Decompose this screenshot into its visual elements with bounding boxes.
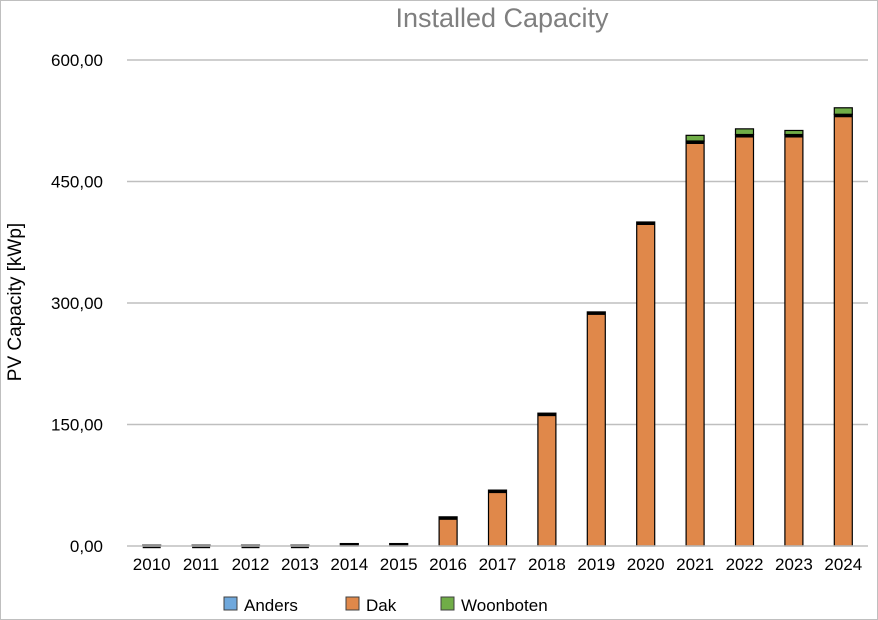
bar-cap (537, 413, 556, 417)
x-tick-label: 2011 (183, 555, 220, 574)
bar-cap (488, 490, 507, 494)
y-axis-label: PV Capacity [kWp] (5, 223, 26, 381)
x-tick-label: 2016 (429, 555, 467, 574)
legend: Anders Dak Woonboten (223, 596, 548, 615)
bar-cap (735, 134, 754, 138)
y-tick-label: 150,00 (51, 416, 103, 435)
x-tick-label: 2021 (676, 555, 714, 574)
x-tick-label: 2010 (133, 555, 171, 574)
x-tick-label: 2018 (528, 555, 566, 574)
y-tick-label: 0,00 (70, 537, 103, 556)
legend-swatch-anders (223, 596, 238, 611)
x-tick-label: 2023 (775, 555, 813, 574)
x-tick-label: 2014 (330, 555, 368, 574)
bar-cap (340, 543, 359, 547)
bar-cap (439, 516, 458, 520)
bar-segment-dak (487, 489, 508, 547)
bar-segment-dak (537, 412, 557, 547)
x-tick-labels: 2010 2011 2012 2013 2014 2015 2016 2017 2018 2019… (133, 555, 862, 574)
legend-label-dak: Dak (366, 596, 397, 615)
bar-segment-dak (833, 113, 853, 547)
bars (142, 107, 853, 549)
bar-cap (636, 222, 655, 225)
y-tick-label: 600,00 (51, 51, 103, 70)
legend-label-anders: Anders (244, 596, 298, 615)
bar-segment-woonboten (833, 107, 853, 115)
x-tick-label: 2024 (824, 555, 862, 574)
bar-segment-woonboten (734, 128, 755, 136)
bar-segment-dak (784, 133, 804, 547)
y-tick-label: 300,00 (51, 294, 103, 313)
chart-title: Installed Capacity (395, 3, 609, 33)
bar-cap (686, 141, 705, 144)
x-tick-label: 2022 (726, 555, 764, 574)
gridlines (127, 59, 868, 426)
bar-cap (834, 114, 853, 118)
bar-segment-woonboten (685, 134, 705, 142)
legend-swatch-dak (345, 596, 360, 611)
x-tick-label: 2020 (627, 555, 665, 574)
bar-segment-dak (636, 221, 656, 547)
bar-segment-dak (586, 311, 606, 547)
x-tick-label: 2013 (281, 555, 319, 574)
x-tick-label: 2017 (479, 555, 517, 574)
bar-segment-dak (438, 516, 458, 547)
bar-segment-woonboten (784, 129, 804, 136)
bar-cap (587, 311, 606, 315)
bar-segment-dak (685, 140, 705, 547)
y-tick-labels: 0,00 150,00 300,00 450,00 600,00 (51, 51, 103, 556)
x-tick-label: 2012 (232, 555, 270, 574)
legend-swatch-woonboten (440, 596, 455, 611)
legend-label-woonboten: Woonboten (461, 596, 548, 615)
x-tick-label: 2015 (380, 555, 418, 574)
bar-cap (389, 543, 408, 547)
bar-cap (784, 134, 803, 138)
bar-segment-dak (734, 133, 755, 547)
y-tick-label: 450,00 (51, 173, 103, 192)
x-tick-label: 2019 (577, 555, 615, 574)
